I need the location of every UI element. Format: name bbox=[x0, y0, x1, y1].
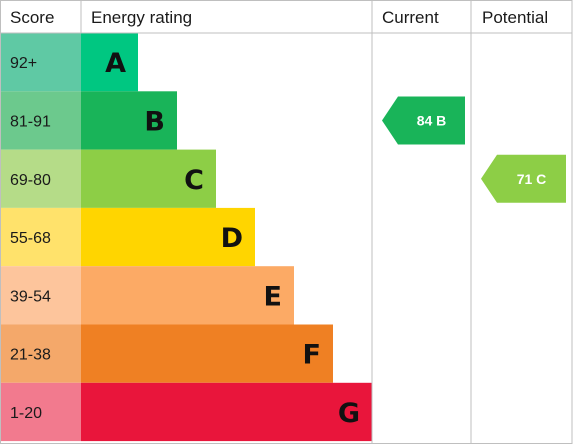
score-cell-a bbox=[0, 33, 81, 92]
score-cell-c bbox=[0, 149, 81, 208]
score-range-g: 1-20 bbox=[10, 405, 42, 422]
score-range-f: 21-38 bbox=[10, 347, 51, 364]
header-energy-rating: Energy rating bbox=[91, 8, 192, 27]
score-cell-b bbox=[0, 91, 81, 150]
score-cell-g bbox=[0, 382, 81, 442]
current-rating-arrow bbox=[382, 96, 465, 145]
band-bar-e bbox=[81, 266, 294, 325]
score-range-d: 55-68 bbox=[10, 230, 51, 247]
band-bar-c bbox=[81, 149, 216, 208]
header-potential: Potential bbox=[482, 8, 548, 27]
band-bar-f bbox=[81, 324, 333, 383]
band-letter-b: B bbox=[144, 106, 165, 137]
header-current: Current bbox=[382, 8, 439, 27]
bands-layer: 92+ A 81-91 B 69-80 C 55-68 D 39-54 E 21-38 F 1-20 G bbox=[0, 33, 372, 442]
potential-rating-label: 71 C bbox=[517, 171, 547, 187]
score-cell-f bbox=[0, 324, 81, 383]
band-letter-e: E bbox=[264, 281, 282, 312]
band-bar-g bbox=[81, 382, 372, 442]
arrows-layer: 84 B 71 C bbox=[382, 96, 566, 203]
band-bar-a bbox=[81, 33, 138, 92]
score-range-b: 81-91 bbox=[10, 113, 51, 130]
score-range-a: 92+ bbox=[10, 55, 37, 72]
band-bar-b bbox=[81, 91, 177, 150]
header-score: Score bbox=[10, 8, 54, 27]
current-rating-label: 84 B bbox=[417, 112, 447, 128]
band-bar-d bbox=[81, 207, 255, 267]
score-range-e: 39-54 bbox=[10, 288, 51, 305]
score-cell-e bbox=[0, 266, 81, 325]
band-letter-f: F bbox=[303, 340, 321, 371]
band-letter-d: D bbox=[221, 223, 243, 254]
band-letter-g: G bbox=[338, 398, 360, 429]
band-letter-a: A bbox=[105, 48, 126, 79]
band-letter-c: C bbox=[184, 165, 204, 196]
score-range-c: 69-80 bbox=[10, 172, 51, 189]
potential-rating-arrow bbox=[481, 154, 566, 203]
score-cell-d bbox=[0, 207, 81, 267]
